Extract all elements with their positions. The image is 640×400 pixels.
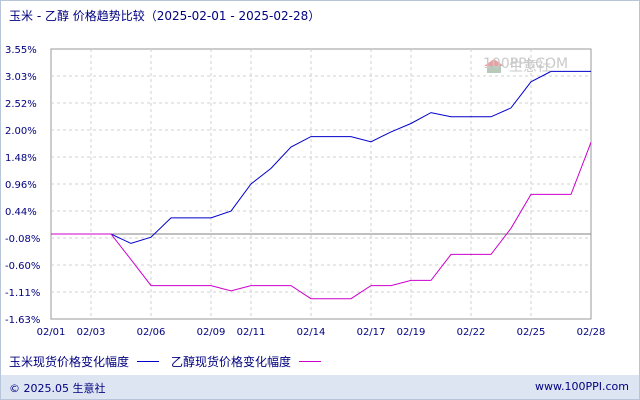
- footer: © 2025.05 生意社 www.100PPI.com: [1, 375, 639, 399]
- house-logo-icon: [483, 58, 505, 74]
- legend-label-1: 玉米现货价格变化幅度: [9, 355, 130, 369]
- series-line-2: [51, 142, 592, 300]
- x-tick-label: 02/25: [517, 327, 546, 338]
- y-tick-label: 3.03%: [5, 72, 37, 83]
- y-tick-label: -0.08%: [5, 234, 40, 245]
- x-tick-label: 02/22: [457, 327, 486, 338]
- y-tick-label: -1.63%: [5, 315, 40, 326]
- y-tick-label: 2.52%: [5, 99, 37, 110]
- watermark: 生意社: [483, 56, 551, 76]
- x-tick-label: 02/28: [577, 327, 606, 338]
- x-tick-label: 02/19: [397, 327, 426, 338]
- watermark-sub: 100PPI.COM: [483, 56, 569, 72]
- legend-swatch-1: [137, 361, 160, 362]
- y-tick-label: 0.96%: [5, 180, 37, 191]
- chart-title: 玉米 - 乙醇 价格趋势比较（2025-02-01 - 2025-02-28）: [9, 9, 321, 23]
- x-tick-label: 02/01: [37, 327, 66, 338]
- x-tick-label: 02/17: [357, 327, 386, 338]
- x-tick-label: 02/14: [297, 327, 326, 338]
- copyright: © 2025.05 生意社: [9, 382, 106, 395]
- x-tick-label: 02/09: [197, 327, 226, 338]
- website-link[interactable]: www.100PPI.com: [535, 380, 629, 393]
- series-line-1: [51, 70, 591, 244]
- y-tick-label: 3.55%: [5, 45, 37, 56]
- y-tick-label: -0.60%: [5, 261, 40, 272]
- legend: 玉米现货价格变化幅度 乙醇现货价格变化幅度: [9, 353, 333, 370]
- watermark-text: 生意社: [509, 59, 551, 75]
- legend-swatch-2: [299, 361, 322, 362]
- x-tick-label: 02/11: [237, 327, 266, 338]
- x-tick-label: 02/06: [137, 327, 166, 338]
- y-tick-label: 0.44%: [5, 207, 37, 218]
- legend-label-2: 乙醇现货价格变化幅度: [171, 355, 292, 369]
- price-trend-chart: 3.55% 3.03% 2.52% 2.00% 1.48% 0.96% 0.44% -0.08…: [5, 45, 606, 338]
- y-tick-label: 1.48%: [5, 153, 37, 164]
- x-tick-label: 02/03: [77, 327, 106, 338]
- y-tick-label: 2.00%: [5, 126, 37, 137]
- y-tick-label: -1.11%: [5, 288, 40, 299]
